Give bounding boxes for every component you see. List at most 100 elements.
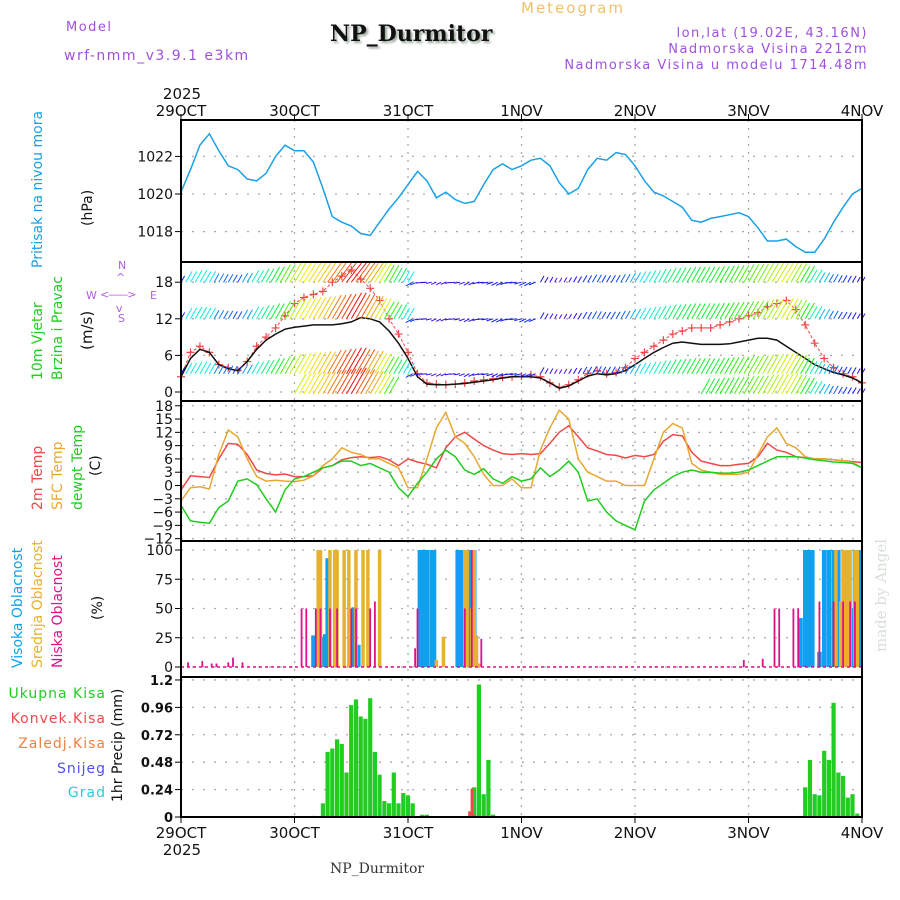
wind-arrow: [842, 366, 848, 374]
wind-arrow: [729, 357, 740, 374]
wind-arrow: [776, 262, 789, 283]
wind-speed-marker: [697, 323, 706, 332]
wind-arrow: [199, 306, 208, 320]
wind-arrow: [757, 355, 769, 374]
bar-niska-oblacnost: [210, 663, 213, 667]
wind-arrow: [700, 266, 711, 283]
wind-arrow: [766, 299, 779, 320]
series-line-sfc-temp: [180, 408, 863, 502]
wind-speed-marker: [309, 290, 318, 299]
wind-speed-marker: [470, 377, 479, 386]
bar-visoka-oblacnost: [798, 617, 803, 667]
x-year-bottom: 2025: [163, 841, 201, 859]
wind-arrow: [847, 275, 852, 283]
wind-arrow: [837, 366, 843, 374]
x-tick-label-bottom: 2NOV: [614, 824, 657, 842]
bar-niska-oblacnost: [832, 601, 835, 667]
wind-arrow: [246, 364, 253, 374]
wind-arrow: [194, 361, 203, 374]
wind-arrow: [592, 274, 598, 283]
wind-arrow: [639, 307, 647, 320]
wind-arrow: [369, 295, 384, 320]
y-tick-label: 0: [164, 385, 173, 401]
wind-arrow: [837, 275, 843, 283]
y-tick-label: 1020: [137, 187, 173, 203]
bar-ukupna-kisa: [486, 759, 491, 817]
wind-arrow: [700, 378, 711, 395]
wind-arrow: [573, 312, 578, 320]
wind-arrow: [454, 281, 461, 284]
y-tick-label: 0: [164, 811, 173, 826]
wind-arrow: [776, 373, 789, 395]
wind-arrow: [237, 366, 243, 374]
y-tick-label: −12: [143, 532, 173, 548]
wind-arrow: [667, 359, 677, 374]
wind-arrow: [544, 276, 549, 283]
y-tick-label: 1018: [137, 225, 173, 241]
wind-arrow: [776, 298, 789, 320]
wind-arrow: [733, 264, 745, 283]
wind-arrow: [491, 318, 499, 323]
wind-arrow: [251, 361, 260, 374]
y-tick-label: 18: [155, 399, 173, 415]
wind-arrow: [625, 273, 631, 283]
wind-arrow: [625, 310, 631, 320]
legend-konvek-kisa: Konvek.Kisa: [10, 711, 106, 727]
wind-arrow: [847, 312, 852, 320]
wind-arrow: [577, 312, 582, 320]
wind-speed-marker: [678, 327, 687, 335]
wind-arrow: [752, 263, 765, 283]
wind-arrow: [714, 377, 725, 395]
compass-arrow-s: v: [116, 302, 123, 315]
bar-niska-oblacnost: [761, 658, 764, 667]
wind-arrow: [738, 301, 750, 320]
wind-arrow: [477, 318, 484, 321]
bar-srednja-oblacnost: [434, 660, 439, 667]
bar-niska-oblacnost: [842, 601, 844, 667]
wind-arrow: [355, 294, 371, 320]
wind-arrow: [208, 271, 217, 283]
bar-ukupna-kisa: [481, 794, 486, 817]
elevation-label: Nadmorska Visina 2212m: [668, 42, 868, 57]
wind-arrow: [317, 371, 332, 395]
wind-arrow: [828, 310, 834, 320]
wind-arrow: [766, 374, 779, 395]
compass-e: E: [150, 289, 157, 302]
bar-ukupna-kisa: [320, 803, 325, 817]
wind-arrow: [430, 318, 437, 322]
bar-srednja-oblacnost: [472, 550, 476, 667]
wind-arrow: [303, 262, 317, 283]
wind-arrow: [440, 373, 447, 377]
bar-visoka-oblacnost: [422, 550, 427, 667]
wind-arrow: [289, 353, 302, 374]
wind-arrow: [336, 262, 352, 283]
wind-arrow: [724, 302, 735, 320]
bar-ukupna-kisa: [476, 684, 481, 817]
wind-arrow: [491, 373, 499, 378]
y-tick-label: 0.72: [141, 729, 173, 744]
wind-arrow: [582, 275, 588, 283]
wind-arrow: [459, 281, 465, 285]
wind-arrow: [275, 266, 285, 283]
compass-s: S: [118, 312, 125, 325]
wind-arrow: [558, 314, 563, 320]
wind-arrow: [714, 302, 725, 320]
wind-arrow: [355, 262, 371, 283]
bar-ukupna-kisa: [841, 775, 846, 817]
bar-ukupna-kisa: [387, 803, 392, 817]
bar-ukupna-kisa: [405, 795, 411, 817]
wind-arrow: [554, 277, 558, 283]
wind-speed-marker: [659, 336, 668, 345]
compass-w: W: [86, 289, 97, 302]
footer-station: NP_Durmitor: [330, 861, 425, 877]
wind-arrow: [251, 306, 260, 320]
wind-arrow: [677, 267, 687, 283]
wind-arrow: [440, 281, 447, 285]
wind-speed-marker: [716, 320, 725, 329]
wind-arrow: [748, 355, 760, 374]
wind-arrow: [596, 274, 602, 283]
wind-speed-marker: [299, 293, 308, 302]
bar-ukupna-kisa: [803, 787, 808, 817]
wind-arrow: [194, 306, 203, 320]
wind-arrow: [477, 373, 484, 375]
